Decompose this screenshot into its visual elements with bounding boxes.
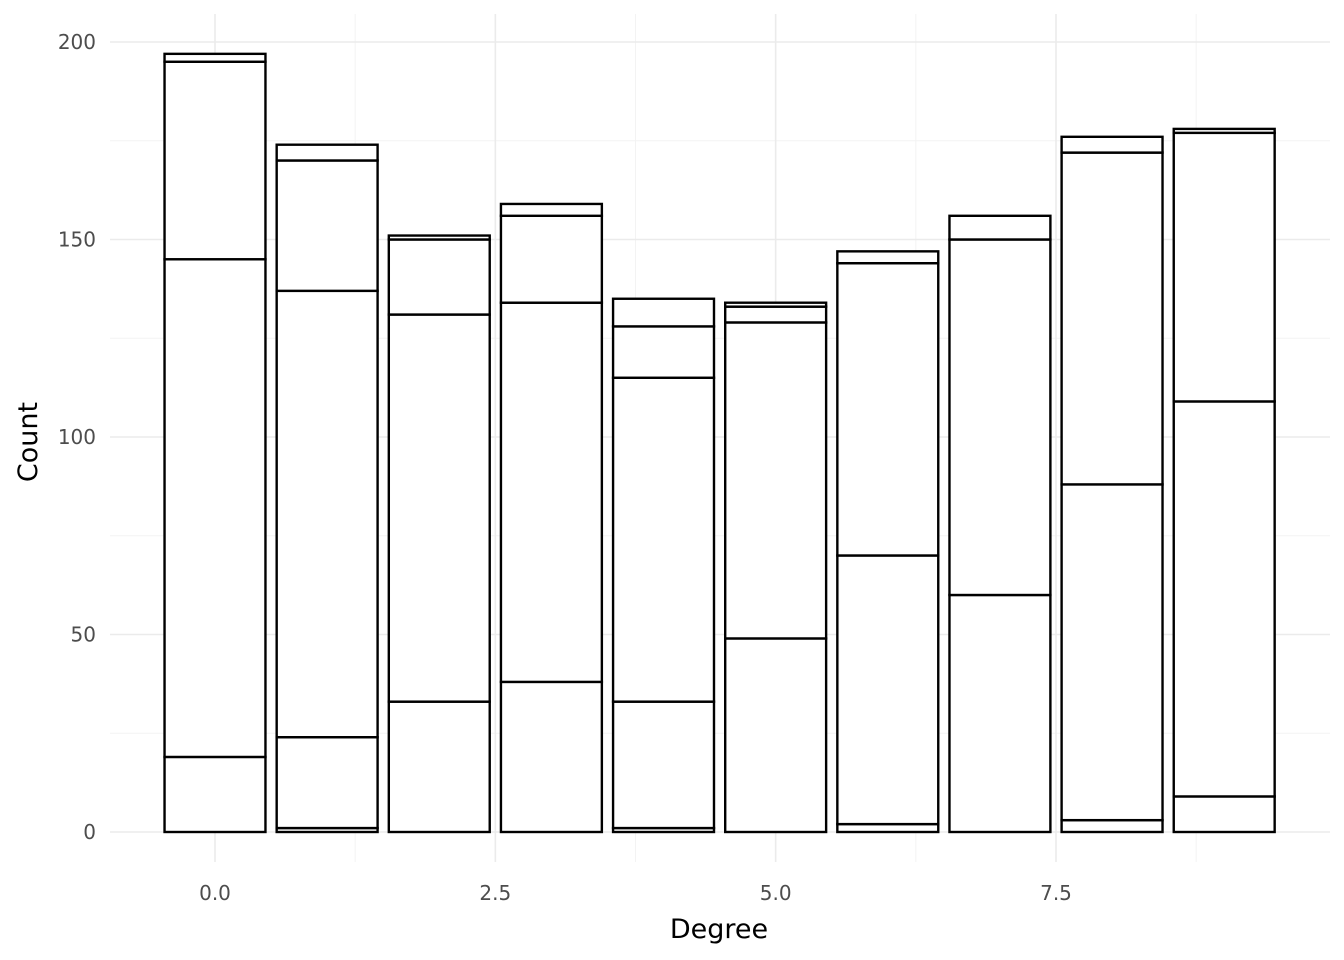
bar-segment xyxy=(1172,795,1276,834)
bar-segment xyxy=(611,376,716,703)
bar-segment xyxy=(1060,483,1164,822)
bar-stack xyxy=(836,250,940,834)
y-axis-ticks: 0 50 100 150 200 xyxy=(58,30,96,844)
y-tick-label: 100 xyxy=(58,425,96,449)
bar-segment xyxy=(724,301,828,308)
x-axis-ticks: 0.0 2.5 5.0 7.5 xyxy=(199,881,1072,905)
y-axis-title: Count xyxy=(13,402,44,482)
bar-segment xyxy=(275,289,379,739)
bar-stack xyxy=(387,234,491,834)
bar-segment xyxy=(163,258,267,759)
bar-segment xyxy=(275,143,379,162)
bar-segment xyxy=(1060,151,1164,486)
y-tick-label: 0 xyxy=(83,820,96,844)
bars xyxy=(163,52,1276,834)
bar-stack xyxy=(724,301,828,834)
bar-segment xyxy=(836,554,940,826)
y-tick-label: 200 xyxy=(58,30,96,54)
x-axis-title: Degree xyxy=(670,914,768,945)
bar-segment xyxy=(1172,127,1276,135)
bar-segment xyxy=(1172,131,1276,403)
bar-segment xyxy=(948,593,1052,834)
bar-segment xyxy=(387,313,491,703)
bar-stack xyxy=(1172,127,1276,834)
bar-stack xyxy=(275,143,379,834)
bar-segment xyxy=(387,700,491,834)
bar-stack xyxy=(611,297,716,834)
y-tick-label: 50 xyxy=(71,623,96,647)
bar-segment xyxy=(1172,400,1276,798)
bar-segment xyxy=(163,755,267,834)
bar-segment xyxy=(948,238,1052,597)
bar-segment xyxy=(724,305,828,324)
bar-segment xyxy=(387,238,491,316)
x-tick-label: 0.0 xyxy=(199,881,231,905)
bar-segment xyxy=(275,159,379,293)
bar-segment xyxy=(611,297,716,328)
bar-stack xyxy=(163,52,267,834)
bar-stack xyxy=(1060,135,1164,834)
bar-segment xyxy=(499,301,604,684)
bar-segment xyxy=(836,262,940,557)
bar-segment xyxy=(499,680,604,834)
bar-segment xyxy=(836,250,940,265)
x-tick-label: 5.0 xyxy=(760,881,792,905)
bar-segment xyxy=(499,202,604,217)
bar-stack xyxy=(499,202,604,834)
bar-segment xyxy=(163,60,267,261)
bar-segment xyxy=(611,700,716,830)
bar-segment xyxy=(724,637,828,834)
bar-segment xyxy=(1060,818,1164,834)
bar-segment xyxy=(275,736,379,830)
x-tick-label: 7.5 xyxy=(1040,881,1072,905)
bar-segment xyxy=(499,214,604,304)
bar-segment xyxy=(163,52,267,63)
bar-stack xyxy=(948,214,1052,834)
bar-segment xyxy=(611,325,716,379)
bar-segment xyxy=(1060,135,1164,154)
x-tick-label: 2.5 xyxy=(479,881,511,905)
bar-segment xyxy=(724,321,828,640)
bar-segment xyxy=(948,214,1052,241)
y-tick-label: 150 xyxy=(58,228,96,252)
bar-segment xyxy=(387,234,491,241)
